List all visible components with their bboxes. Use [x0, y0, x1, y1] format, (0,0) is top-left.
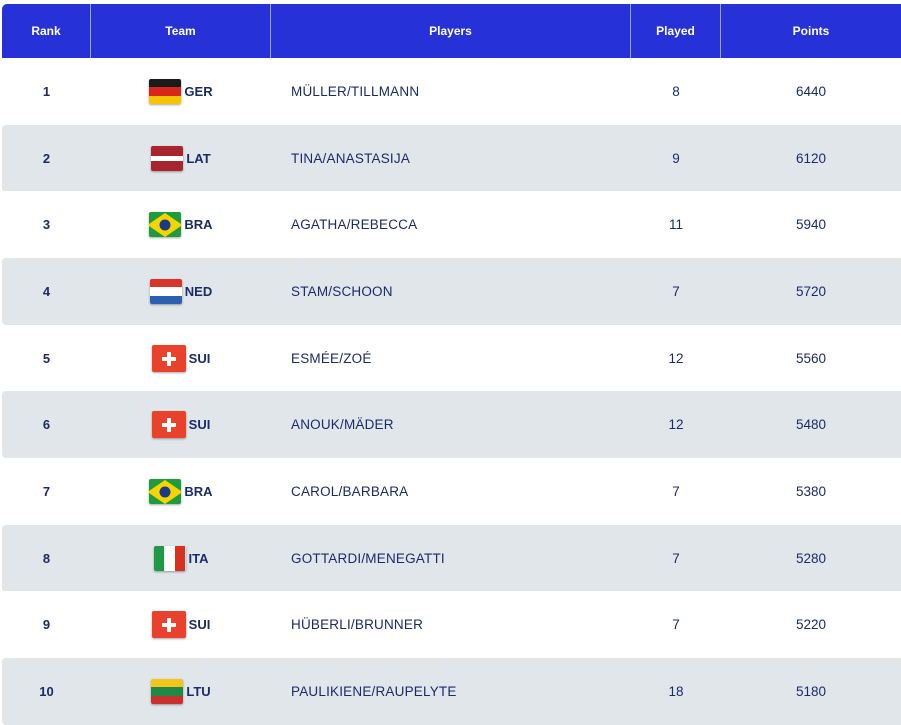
- team-code: SUI: [188, 617, 211, 632]
- team-cell: NED: [91, 258, 271, 325]
- played-cell: 18: [668, 684, 684, 699]
- team-cell: LAT: [91, 125, 271, 192]
- table-row[interactable]: 5 SUI ESMÉE/ZOÉ 12 5560: [2, 325, 901, 392]
- table-header: Rank Team Players Played Points: [2, 4, 901, 58]
- played-cell: 7: [672, 484, 680, 499]
- players-cell[interactable]: TINA/ANASTASIJA: [291, 151, 411, 166]
- players-cell[interactable]: AGATHA/REBECCA: [291, 217, 418, 232]
- played-cell: 7: [672, 551, 680, 566]
- header-rank[interactable]: Rank: [2, 4, 91, 58]
- table-row[interactable]: 8 ITA GOTTARDI/MENEGATTI 7 5280: [2, 525, 901, 592]
- points-cell: 5560: [795, 351, 827, 366]
- brazil-flag-icon: [149, 479, 182, 504]
- team-code: SUI: [188, 351, 211, 366]
- played-cell: 12: [668, 417, 684, 432]
- team-code: ITA: [188, 551, 209, 566]
- points-cell: 6440: [795, 84, 827, 99]
- players-cell[interactable]: MÜLLER/TILLMANN: [291, 84, 420, 99]
- rank-cell: 1: [42, 84, 51, 99]
- team-cell: ITA: [91, 525, 271, 592]
- germany-flag-icon: [149, 79, 182, 104]
- team-cell: LTU: [91, 658, 271, 725]
- header-team[interactable]: Team: [91, 4, 271, 58]
- played-cell: 11: [668, 217, 683, 232]
- points-cell: 5220: [795, 617, 827, 632]
- points-cell: 5280: [795, 551, 827, 566]
- team-link[interactable]: SUI: [151, 611, 211, 638]
- switzerland-flag-icon: [151, 411, 186, 438]
- team-code: GER: [184, 84, 213, 99]
- played-cell: 9: [672, 151, 680, 166]
- table-row[interactable]: 9 SUI HÜBERLI/BRUNNER 7 5220: [2, 591, 901, 658]
- team-link[interactable]: NED: [149, 279, 213, 304]
- team-code: BRA: [184, 484, 213, 499]
- team-cell: BRA: [91, 191, 271, 258]
- table-row[interactable]: 4 NED STAM/SCHOON 7 5720: [2, 258, 901, 325]
- team-cell: SUI: [91, 591, 271, 658]
- points-cell: 5940: [795, 217, 827, 232]
- netherlands-flag-icon: [149, 279, 182, 304]
- rank-cell: 4: [42, 284, 51, 299]
- players-cell[interactable]: GOTTARDI/MENEGATTI: [291, 551, 445, 566]
- players-cell[interactable]: ANOUK/MÄDER: [291, 417, 394, 432]
- rank-cell: 3: [42, 217, 51, 232]
- rank-cell: 8: [42, 551, 51, 566]
- team-link[interactable]: GER: [149, 79, 213, 104]
- rank-cell: 6: [42, 417, 51, 432]
- rank-cell: 2: [42, 151, 51, 166]
- team-cell: SUI: [91, 325, 271, 392]
- team-code: LTU: [186, 684, 211, 699]
- team-link[interactable]: BRA: [149, 479, 213, 504]
- rank-cell: 7: [42, 484, 51, 499]
- rank-cell: 5: [42, 351, 51, 366]
- team-cell: GER: [91, 58, 271, 125]
- team-code: NED: [184, 284, 213, 299]
- team-cell: SUI: [91, 391, 271, 458]
- team-code: BRA: [184, 217, 213, 232]
- players-cell[interactable]: CAROL/BARBARA: [291, 484, 409, 499]
- points-cell: 6120: [795, 151, 827, 166]
- header-points[interactable]: Points: [792, 24, 830, 38]
- table-row[interactable]: 2 LAT TINA/ANASTASIJA 9 6120: [2, 125, 901, 192]
- table-row[interactable]: 6 SUI ANOUK/MÄDER 12 5480: [2, 391, 901, 458]
- points-cell: 5180: [795, 684, 827, 699]
- played-cell: 7: [672, 617, 680, 632]
- points-cell: 5380: [795, 484, 827, 499]
- played-cell: 7: [672, 284, 680, 299]
- team-link[interactable]: ITA: [153, 546, 209, 571]
- team-link[interactable]: SUI: [151, 345, 211, 372]
- header-played[interactable]: Played: [631, 4, 721, 58]
- team-code: LAT: [186, 151, 211, 166]
- brazil-flag-icon: [149, 212, 182, 237]
- latvia-flag-icon: [151, 146, 184, 171]
- team-cell: BRA: [91, 458, 271, 525]
- team-link[interactable]: BRA: [149, 212, 213, 237]
- switzerland-flag-icon: [151, 345, 186, 372]
- players-cell[interactable]: STAM/SCHOON: [291, 284, 393, 299]
- played-cell: 12: [668, 351, 684, 366]
- table-row[interactable]: 3 BRA AGATHA/REBECCA 11 5940: [2, 191, 901, 258]
- rank-cell: 10: [39, 684, 54, 699]
- rank-cell: 9: [42, 617, 51, 632]
- team-code: SUI: [188, 417, 211, 432]
- team-link[interactable]: SUI: [151, 411, 211, 438]
- switzerland-flag-icon: [151, 611, 186, 638]
- team-link[interactable]: LAT: [151, 146, 211, 171]
- table-row[interactable]: 10 LTU PAULIKIENE/RAUPELYTE 18 5180: [2, 658, 901, 725]
- points-cell: 5720: [795, 284, 827, 299]
- table-row[interactable]: 1 GER MÜLLER/TILLMANN 8 6440: [2, 58, 901, 125]
- players-cell[interactable]: HÜBERLI/BRUNNER: [291, 617, 424, 632]
- lithuania-flag-icon: [151, 679, 184, 704]
- header-players[interactable]: Players: [271, 4, 631, 58]
- table-row[interactable]: 7 BRA CAROL/BARBARA 7 5380: [2, 458, 901, 525]
- italy-flag-icon: [153, 546, 186, 571]
- players-cell[interactable]: ESMÉE/ZOÉ: [291, 351, 372, 366]
- points-cell: 5480: [795, 417, 827, 432]
- team-link[interactable]: LTU: [151, 679, 211, 704]
- played-cell: 8: [672, 84, 680, 99]
- players-cell[interactable]: PAULIKIENE/RAUPELYTE: [291, 684, 457, 699]
